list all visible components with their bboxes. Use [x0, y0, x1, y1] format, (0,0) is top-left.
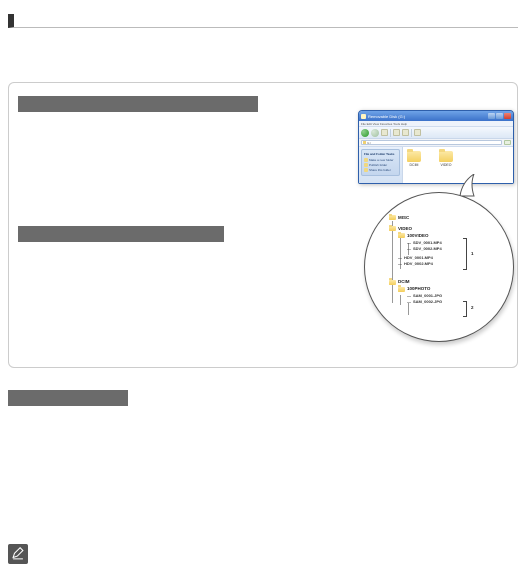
- tree-file: — SDV_0001.MP4: [407, 240, 442, 245]
- drive-icon: [363, 141, 366, 144]
- toolbar: [359, 127, 513, 139]
- go-button[interactable]: [504, 140, 511, 145]
- titlebar-left: Removable Disk (G:): [361, 114, 405, 119]
- tree-label: SAM_0002.JPG: [413, 299, 442, 304]
- toolbar-separator: [411, 129, 412, 137]
- bubble-circle: MISC VIDEO 100VIDEO — SDV_0001.MP4 — SDV…: [364, 192, 514, 342]
- task-label: Make a new folder: [369, 158, 394, 162]
- tree-file: — SAM_0001.JPG: [407, 293, 442, 298]
- tree-file: — SDV_0002.MP4: [407, 246, 442, 251]
- folder-icon: [398, 233, 405, 238]
- tree-line: [400, 295, 405, 305]
- task-icon: [364, 163, 368, 167]
- tree-folder: 100PHOTO: [398, 286, 442, 292]
- task-icon: [364, 168, 368, 172]
- addressbar: G:\: [359, 139, 513, 147]
- address-field[interactable]: G:\: [361, 140, 502, 145]
- tree-label: 100PHOTO: [407, 286, 430, 292]
- section-heading-2: [18, 226, 224, 242]
- folder-label: VIDEO: [441, 163, 452, 167]
- folder-icon: [389, 280, 396, 285]
- tasks-sidebar: File and Folder Tasks Make a new folder …: [359, 147, 403, 183]
- tasks-panel: File and Folder Tasks Make a new folder …: [361, 149, 400, 176]
- tree-label: SDV_0002.MP4: [413, 246, 442, 251]
- note-icon: [8, 544, 28, 564]
- tree-file: — HDV_0001.MP4: [398, 255, 442, 260]
- tree-file: — SAM_0002.JPG: [407, 299, 442, 304]
- titlebar[interactable]: Removable Disk (G:): [359, 111, 513, 121]
- section-heading-1: [18, 96, 258, 112]
- page-title: [14, 19, 20, 29]
- tasks-heading: File and Folder Tasks: [364, 152, 397, 156]
- tree-label: VIDEO: [398, 226, 412, 232]
- tree-folder: VIDEO: [389, 226, 442, 232]
- close-button[interactable]: [504, 113, 511, 119]
- search-icon[interactable]: [393, 129, 400, 136]
- tree-label: HDV_0002.MP4: [404, 261, 433, 266]
- minimize-button[interactable]: [488, 113, 495, 119]
- bracket-number: 1: [471, 251, 474, 257]
- folder-item[interactable]: VIDEO: [439, 151, 453, 179]
- views-icon[interactable]: [414, 129, 421, 136]
- bracket-number: 2: [471, 305, 474, 311]
- tree-folder: 100VIDEO: [398, 233, 442, 239]
- section-heading-3: [8, 390, 128, 406]
- forward-button[interactable]: [371, 129, 379, 137]
- address-text: G:\: [367, 141, 371, 145]
- bracket: [463, 238, 467, 270]
- folder-icon: [407, 151, 421, 162]
- explorer-body: File and Folder Tasks Make a new folder …: [359, 147, 513, 183]
- task-label: Publish folder: [369, 163, 387, 167]
- tree-label: 100VIDEO: [407, 233, 429, 239]
- task-icon: [364, 158, 368, 162]
- folder-tree: MISC VIDEO 100VIDEO — SDV_0001.MP4 — SDV…: [389, 215, 442, 305]
- tree-folder: MISC: [389, 215, 442, 221]
- folders-icon[interactable]: [402, 129, 409, 136]
- tree-label: MISC: [398, 215, 409, 221]
- task-item[interactable]: Make a new folder: [364, 158, 397, 162]
- folder-item[interactable]: DCIM: [407, 151, 421, 179]
- tree-label: SDV_0001.MP4: [413, 240, 442, 245]
- page-header: [8, 14, 518, 28]
- folder-icon: [389, 226, 396, 231]
- tree-line: [408, 303, 412, 315]
- task-item[interactable]: Share this folder: [364, 168, 397, 172]
- bracket: [463, 301, 467, 317]
- tree-label: SAM_0001.JPG: [413, 293, 442, 298]
- tree-file: — HDV_0002.MP4: [398, 261, 442, 266]
- toolbar-separator: [390, 129, 391, 137]
- maximize-button[interactable]: [496, 113, 503, 119]
- back-button[interactable]: [361, 129, 369, 137]
- window-controls: [488, 113, 511, 119]
- folder-icon: [389, 215, 396, 220]
- folder-icon: [439, 151, 453, 162]
- tree-line: [392, 221, 397, 303]
- task-item[interactable]: Publish folder: [364, 163, 397, 167]
- task-label: Share this folder: [369, 168, 391, 172]
- tree-folder: DCIM: [389, 279, 442, 285]
- window-title: Removable Disk (G:): [368, 114, 405, 119]
- drive-icon: [361, 114, 366, 119]
- pencil-note-icon: [11, 547, 25, 561]
- tree-bubble: MISC VIDEO 100VIDEO — SDV_0001.MP4 — SDV…: [364, 180, 514, 348]
- folder-icon: [398, 287, 405, 292]
- folder-label: DCIM: [410, 163, 419, 167]
- up-icon[interactable]: [381, 129, 388, 136]
- tree-label: HDV_0001.MP4: [404, 255, 433, 260]
- explorer-window: Removable Disk (G:) File Edit View Favor…: [358, 110, 514, 184]
